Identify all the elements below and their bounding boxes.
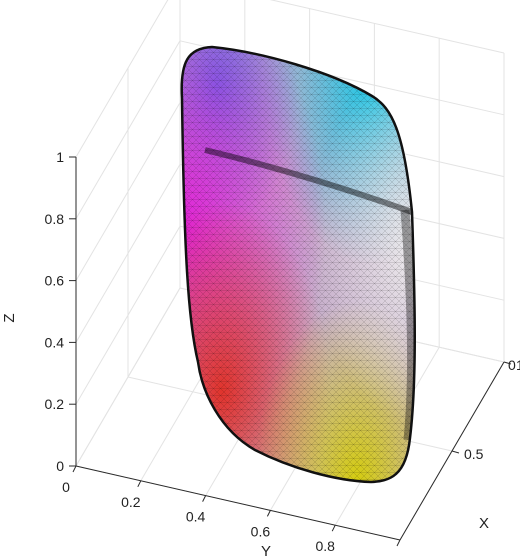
y-tick-label: 0.4: [186, 509, 206, 525]
x-axis-label: X: [479, 515, 489, 532]
z-axis-label: Z: [1, 313, 18, 322]
z-tick-label: 0.2: [45, 396, 65, 412]
y-tick-mark: [396, 539, 401, 547]
z-tick-label: 0.4: [45, 334, 65, 350]
z-tick-label: 0: [56, 458, 64, 474]
y-axis-line: [75, 465, 401, 541]
z-tick-label: 0.8: [45, 211, 65, 227]
y-tick-label: 0: [62, 479, 70, 495]
x-tick-label: 0.5: [464, 446, 484, 462]
y-tick-mark: [137, 480, 142, 488]
y-tick-mark: [72, 465, 77, 473]
surface-mesh: [180, 45, 416, 484]
z-axis-ticks: 0 0.2 0.4 0.6 0.8 1: [45, 149, 76, 474]
y-tick-label: 0.2: [121, 494, 141, 510]
x-tick-mark: [451, 450, 460, 454]
y-tick-mark: [202, 495, 207, 502]
surface-outline: [180, 45, 416, 484]
surface-shadow-right: [400, 209, 415, 441]
x-tick-mark: [503, 361, 512, 365]
x-tick-label-partial: 0: [508, 357, 516, 373]
y-tick-label: 0.8: [315, 538, 335, 554]
y-tick-mark: [331, 524, 336, 532]
surface-crease: [204, 147, 414, 215]
y-tick-label: 1: [386, 553, 394, 556]
y-tick-label: 0.6: [251, 523, 271, 539]
y-axis-label: Y: [261, 543, 271, 556]
x-axis-ticks: 0.51: [451, 357, 520, 462]
y-tick-mark: [266, 510, 271, 517]
grid-line-z: [269, 0, 505, 54]
surface-mesh-lines: [181, 47, 415, 482]
y-axis-ticks: 0 0.2 0.4 0.6 0.8 1: [62, 465, 401, 556]
z-tick-label: 0.6: [45, 273, 65, 289]
x-tick-label: 1: [516, 357, 520, 373]
z-tick-label: 1: [56, 149, 64, 165]
